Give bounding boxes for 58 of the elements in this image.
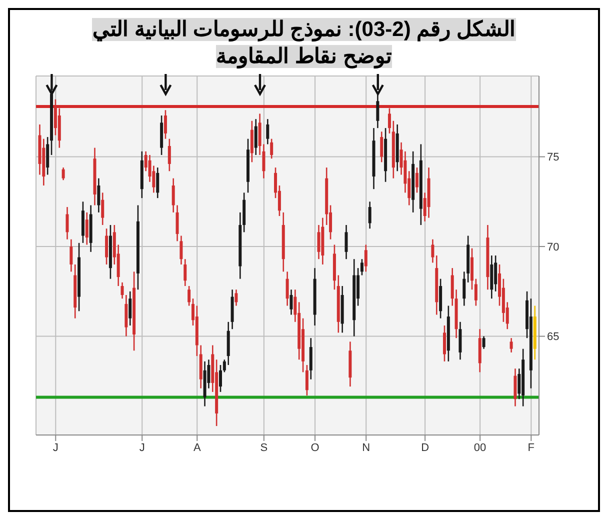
candlestick xyxy=(470,248,474,290)
candlestick xyxy=(188,285,191,306)
candlestick xyxy=(458,321,462,360)
x-tick-label: J xyxy=(52,442,58,454)
x-tick-label: N xyxy=(362,442,370,454)
candlestick xyxy=(309,337,312,380)
candlestick xyxy=(442,324,446,362)
candlestick xyxy=(305,364,308,396)
chart-title: الشكل رقم (2-03): نموذج للرسومات البيانية التي توضح نقاط المقاومة xyxy=(92,18,516,68)
x-tick-label: F xyxy=(528,442,535,454)
candlestick xyxy=(128,290,132,326)
candlestick xyxy=(164,109,167,140)
candlestick xyxy=(474,278,478,306)
candlestick xyxy=(250,120,254,163)
candlestick xyxy=(168,138,171,172)
candlestick xyxy=(514,368,517,407)
candlestick xyxy=(380,130,384,163)
candlestick xyxy=(344,224,348,260)
candlestick xyxy=(46,136,50,176)
candlestick xyxy=(219,364,222,393)
candlestick xyxy=(360,258,364,276)
candlestick xyxy=(176,204,179,242)
candlestick xyxy=(376,93,380,129)
candlestick xyxy=(290,288,293,316)
candlestick xyxy=(124,294,128,337)
candlestick xyxy=(156,166,160,199)
candlestick xyxy=(120,282,124,300)
candlestick xyxy=(266,118,270,145)
candlestick xyxy=(105,228,108,266)
candlestick xyxy=(431,238,434,264)
y-tick-label: 75 xyxy=(547,152,560,164)
candlestick xyxy=(510,337,513,354)
x-tick-label: J xyxy=(139,442,145,454)
y-tick-label: 65 xyxy=(547,331,560,344)
candlestick xyxy=(234,288,238,306)
candlestick xyxy=(415,166,418,194)
candlestick xyxy=(62,166,65,181)
candlestick xyxy=(172,178,175,214)
candlestick xyxy=(317,224,320,260)
candlestick xyxy=(66,206,69,240)
candlestick xyxy=(180,235,183,266)
candlestick xyxy=(85,212,88,246)
candlestick xyxy=(254,118,258,156)
candlestick xyxy=(97,178,100,214)
candlestick xyxy=(286,271,289,306)
x-tick-label: D xyxy=(421,442,430,454)
x-tick-label: S xyxy=(260,442,268,454)
x-tick-label: O xyxy=(310,442,320,454)
candlestick xyxy=(364,244,368,272)
candlestick xyxy=(184,258,187,287)
x-tick-label: 00 xyxy=(474,442,486,454)
candlestick xyxy=(482,336,486,350)
candlestick xyxy=(270,138,274,160)
candlestick xyxy=(368,201,372,230)
x-tick-label: A xyxy=(193,442,202,454)
y-tick-label: 70 xyxy=(547,241,560,254)
candlestick xyxy=(70,238,73,272)
candlestick xyxy=(101,192,104,226)
